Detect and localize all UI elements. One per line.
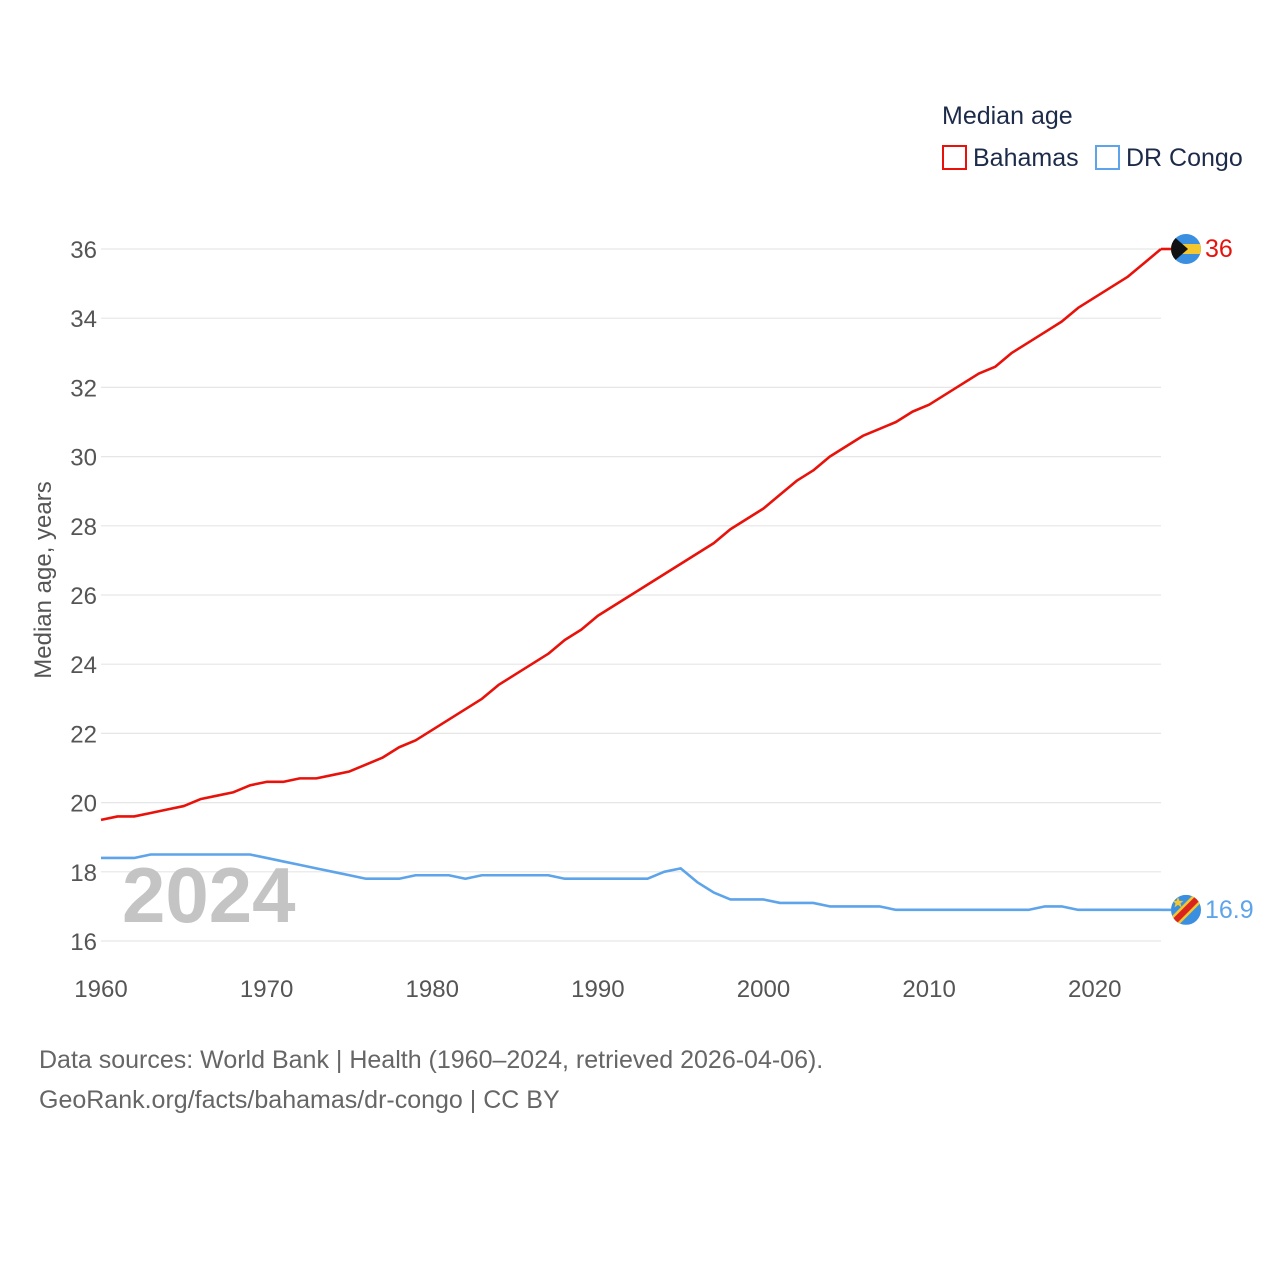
legend-item-dr-congo[interactable]: DR Congo	[1095, 144, 1243, 172]
legend-label: Bahamas	[973, 144, 1079, 172]
credit-link[interactable]: GeoRank.org/facts/bahamas/dr-congo | CC …	[39, 1086, 560, 1114]
y-tick-label: 24	[70, 652, 97, 679]
y-tick-label: 26	[70, 583, 97, 610]
y-tick-label: 22	[70, 721, 97, 748]
series-lines: 36 16.9	[100, 234, 1254, 925]
x-tick-label: 1970	[240, 976, 293, 1003]
y-tick-label: 34	[70, 306, 97, 333]
y-tick-label: 18	[70, 860, 97, 887]
y-tick-label: 16	[70, 929, 97, 956]
x-tick-label: 1960	[74, 976, 127, 1003]
data-sources-text: Data sources: World Bank | Health (1960–…	[39, 1046, 824, 1074]
y-axis: 16 18 20 22 24 26 28 30 32 34 36	[70, 237, 97, 956]
series-line-bahamas[interactable]	[100, 248, 1162, 822]
y-tick-label: 30	[70, 445, 97, 472]
legend-label: DR Congo	[1126, 144, 1243, 172]
y-tick-label: 36	[70, 237, 97, 264]
y-tick-label: 32	[70, 375, 97, 402]
series-line-dr-congo[interactable]	[101, 853, 1161, 912]
bahamas-flag-icon	[1171, 234, 1201, 264]
x-tick-label: 2020	[1068, 976, 1121, 1003]
x-tick-label: 1990	[571, 976, 624, 1003]
y-axis-title: Median age, years	[30, 481, 57, 678]
legend-swatch	[942, 145, 967, 170]
x-axis: 1960 1970 1980 1990 2000 2010 2020	[74, 976, 1121, 1003]
legend-item-bahamas[interactable]: Bahamas	[942, 144, 1079, 172]
end-value-label: 36	[1205, 235, 1233, 263]
x-tick-label: 2010	[902, 976, 955, 1003]
x-tick-label: 2000	[737, 976, 790, 1003]
legend: Median age Bahamas DR Congo	[942, 102, 1243, 172]
y-tick-label: 20	[70, 791, 97, 818]
dr-congo-flag-icon	[1171, 894, 1201, 925]
legend-swatch	[1095, 145, 1120, 170]
legend-title: Median age	[942, 102, 1073, 130]
footer: Data sources: World Bank | Health (1960–…	[39, 1040, 823, 1120]
end-value-label: 16.9	[1205, 896, 1254, 924]
x-tick-label: 1980	[406, 976, 459, 1003]
year-watermark: 2024	[122, 851, 296, 939]
y-tick-label: 28	[70, 514, 97, 541]
